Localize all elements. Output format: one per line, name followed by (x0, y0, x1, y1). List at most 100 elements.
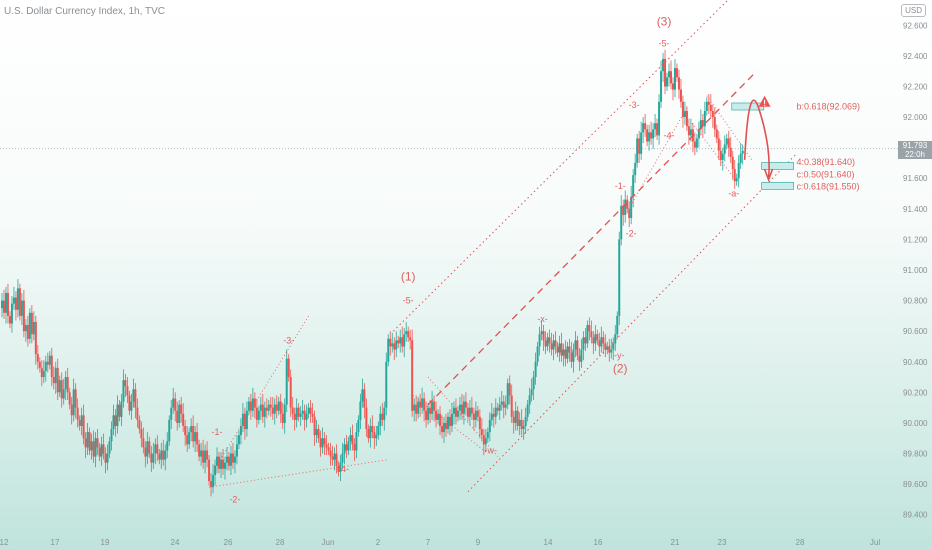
last-price-tag: 91.793 22:0h (898, 141, 932, 159)
last-price-value: 91.793 (902, 141, 928, 150)
candle-body (84, 438, 87, 448)
candle-body (319, 438, 322, 448)
candle-body (269, 404, 272, 408)
candle-body (558, 343, 561, 353)
candle-body (731, 156, 734, 170)
candle-body (275, 404, 278, 411)
candle-body (445, 422, 448, 430)
candle-body (488, 419, 491, 433)
candle-body (94, 438, 97, 457)
candle-body (166, 441, 169, 451)
candle-body (14, 297, 17, 310)
candle-body (538, 334, 541, 347)
candle-body (377, 426, 380, 436)
candle-body (60, 380, 63, 399)
candle-body (52, 377, 55, 384)
candle-body (401, 337, 404, 347)
candle-body (518, 419, 521, 426)
candle-body (22, 300, 25, 332)
candle-body (112, 415, 115, 430)
candle-body (417, 401, 420, 414)
candle-body (735, 178, 738, 182)
candle-body (425, 410, 428, 420)
candle-body (357, 419, 360, 433)
candle-body (648, 132, 651, 142)
candle-body (560, 343, 563, 356)
upper-channel-line (392, 0, 729, 332)
x-tick-label: Jul (870, 538, 880, 547)
candle-body (431, 401, 434, 414)
candle-body (498, 404, 501, 411)
candle-body (626, 199, 629, 209)
wave-trendline (706, 95, 753, 161)
candle-body (502, 401, 505, 408)
wave-label: -5- (659, 39, 670, 49)
candle-body (146, 441, 149, 457)
candle-body (267, 404, 270, 411)
candle-body (170, 407, 173, 420)
candle-body (225, 456, 228, 463)
currency-badge[interactable]: USD (901, 4, 926, 17)
candle-body (114, 415, 117, 426)
candle-body (100, 444, 103, 457)
candle-body (556, 346, 559, 353)
candle-body (668, 71, 671, 78)
candle-body (239, 426, 242, 436)
candle-body (325, 444, 328, 448)
candle-body (681, 101, 684, 118)
candle-body (148, 441, 151, 454)
candle-body (452, 407, 455, 414)
candle-body (717, 138, 720, 151)
candle-body (600, 337, 603, 347)
x-tick-label: 17 (51, 538, 60, 547)
y-tick-label: 91.200 (903, 235, 928, 244)
candle-body (182, 413, 185, 426)
candle-body (723, 144, 726, 154)
candle-body (359, 401, 362, 420)
candle-body (178, 404, 181, 423)
candle-body (721, 153, 724, 160)
candle-body (96, 438, 99, 448)
candle-body (323, 438, 326, 445)
candle-body (208, 459, 211, 482)
candle-body (329, 450, 332, 457)
candle-body (142, 438, 145, 448)
x-tick-label: 2 (376, 538, 381, 547)
candle-body (70, 404, 73, 416)
candle-body (24, 325, 27, 332)
candle-body (705, 101, 708, 111)
candle-body (156, 444, 159, 454)
trend-drawings: ! (208, 0, 797, 493)
candle-body (671, 83, 674, 90)
wave-label: -4- (664, 130, 675, 140)
candle-body (433, 401, 436, 411)
candle-body (18, 288, 21, 316)
candle-body (707, 101, 710, 105)
candle-body (391, 343, 394, 347)
candle-body (343, 444, 346, 454)
candle-body (606, 346, 609, 350)
candle-body (86, 432, 89, 448)
candle-body (670, 71, 673, 84)
candle-body (542, 331, 545, 341)
candle-body (88, 432, 91, 451)
candle-body (158, 453, 161, 460)
wave-label: (3) (657, 14, 672, 28)
wave-label: -5- (403, 296, 414, 306)
candle-body (429, 407, 432, 414)
x-tick-label: 23 (718, 538, 727, 547)
candle-body (120, 401, 123, 417)
candle-body (578, 355, 581, 362)
x-tick-label: 28 (796, 538, 805, 547)
candle-body (353, 444, 356, 451)
x-tick-label: 14 (544, 538, 553, 547)
candle-body (494, 407, 497, 417)
candle-body (257, 410, 260, 420)
candle-body (628, 208, 631, 218)
candle-body (468, 407, 471, 417)
candle-body (634, 162, 637, 176)
candle-body (335, 453, 338, 466)
candle-body (243, 413, 246, 430)
candle-body (373, 432, 376, 439)
